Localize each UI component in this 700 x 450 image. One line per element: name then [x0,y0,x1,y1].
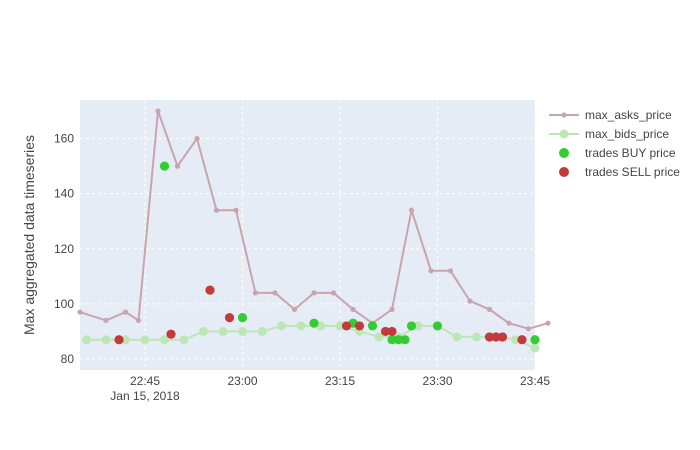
x-tick-label: 23:15 [325,374,355,388]
series-point [252,290,259,296]
series-max_asks_price [77,108,551,332]
y-axis-ticks: 80 100 120 140 160 [54,132,74,366]
y-axis-title: Max aggregated data timeseries [21,135,37,335]
series-point [545,320,551,326]
y-tick-label: 160 [54,132,74,146]
series-point [77,309,83,315]
series-point [350,306,356,312]
series-point [486,306,493,312]
series-point [213,207,220,213]
series-trades SELL price [114,285,527,345]
series-point [140,335,150,345]
series-point [413,321,423,331]
trade-point [166,329,176,339]
series-point [311,290,317,296]
series-point [160,335,169,345]
trade-point [491,332,501,342]
series-point [452,332,462,342]
trade-point [387,335,397,345]
series-point [233,207,239,213]
trade-point [114,335,124,345]
series-point [467,298,473,304]
legend-marker [561,112,567,118]
series-trades BUY price [159,161,540,345]
series-point [525,326,532,332]
trade-point [530,335,540,345]
series-point [335,321,345,331]
legend-label: trades SELL price [585,165,680,179]
trade-point [159,161,170,171]
trade-point [341,321,352,331]
trade-point [309,318,319,328]
series-point [296,321,306,331]
series-point [122,309,129,315]
trade-point [517,335,527,345]
series-point [174,163,181,169]
series-point [374,332,384,342]
legend-marker [559,129,569,139]
series-point [472,332,481,342]
series-point [272,290,278,296]
trade-point [237,313,248,323]
trade-point [393,335,404,345]
series-point [218,326,228,336]
x-tick-label: 22:45 [130,374,160,388]
series-point [257,326,267,336]
series-point [199,326,208,336]
series-point [82,335,91,345]
trade-point [406,321,417,331]
trade-point [400,335,410,345]
series-point [277,321,286,331]
trade-point [205,285,215,295]
trade-point [224,313,235,323]
x-tick-label: 23:45 [520,374,550,388]
x-tick-label: 23:00 [227,374,257,388]
legend-item-trades SELL price[interactable]: trades SELL price [559,165,680,179]
series-point [194,135,200,142]
legend-label: max_asks_price [585,108,672,122]
plot-background [80,100,535,370]
trade-point [432,321,443,331]
series-point [103,317,109,324]
trade-point [484,332,495,342]
series-point [511,335,520,345]
legend-item-trades BUY price[interactable]: trades BUY price [559,146,676,160]
series-point [238,326,247,336]
x-tick-sublabel: Jan 15, 2018 [110,389,180,403]
y-tick-label: 140 [54,187,74,201]
series-point [330,290,337,296]
trade-point [497,332,508,342]
series-layer [77,108,551,353]
y-tick-label: 100 [54,297,74,311]
series-point [179,335,189,345]
series-point [135,317,142,324]
legend-marker [559,148,569,158]
x-tick-label: 23:30 [422,374,452,388]
series-point [121,335,130,345]
series-point [506,320,512,326]
legend-marker [559,167,569,177]
series-point [447,268,454,274]
trade-point [354,321,365,331]
trade-point [367,321,378,331]
y-tick-label: 80 [61,352,75,366]
series-point [101,335,111,345]
series-point [389,306,395,312]
legend-item-max_asks_price[interactable]: max_asks_price [549,108,672,122]
legend-item-max_bids_price[interactable]: max_bids_price [549,127,669,141]
series-point [428,268,434,274]
trade-point [387,326,397,337]
series-point [291,306,298,312]
series-point [408,207,415,213]
y-tick-label: 120 [54,242,74,256]
series-point [530,343,540,353]
legend-label: max_bids_price [585,127,669,141]
series-point [155,108,161,114]
legend-label: trades BUY price [585,146,676,160]
trade-point [380,326,391,337]
